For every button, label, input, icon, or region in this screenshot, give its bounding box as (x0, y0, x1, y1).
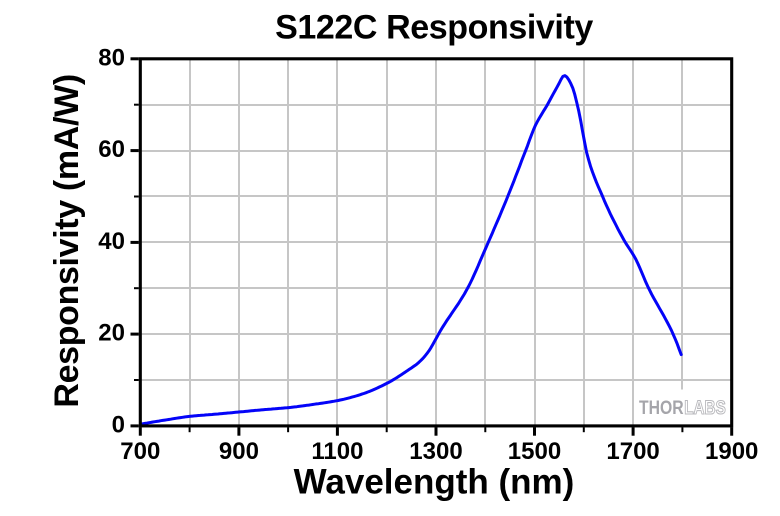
svg-text:700: 700 (120, 438, 160, 465)
svg-text:80: 80 (98, 44, 125, 71)
svg-text:1900: 1900 (705, 438, 758, 465)
svg-text:1300: 1300 (409, 438, 462, 465)
svg-text:0: 0 (112, 412, 125, 439)
svg-text:40: 40 (98, 228, 125, 255)
svg-text:LABS: LABS (684, 397, 726, 419)
svg-text:1100: 1100 (311, 438, 363, 465)
svg-text:THOR: THOR (639, 397, 684, 419)
svg-text:1500: 1500 (508, 438, 561, 465)
svg-text:1700: 1700 (606, 438, 659, 465)
svg-text:20: 20 (98, 320, 125, 347)
svg-text:S122C Responsivity: S122C Responsivity (275, 9, 593, 47)
svg-text:Wavelength (nm): Wavelength (nm) (294, 462, 575, 501)
svg-text:60: 60 (98, 136, 125, 163)
svg-text:900: 900 (219, 438, 259, 465)
svg-text:Responsivity (mA/W): Responsivity (mA/W) (48, 74, 86, 407)
